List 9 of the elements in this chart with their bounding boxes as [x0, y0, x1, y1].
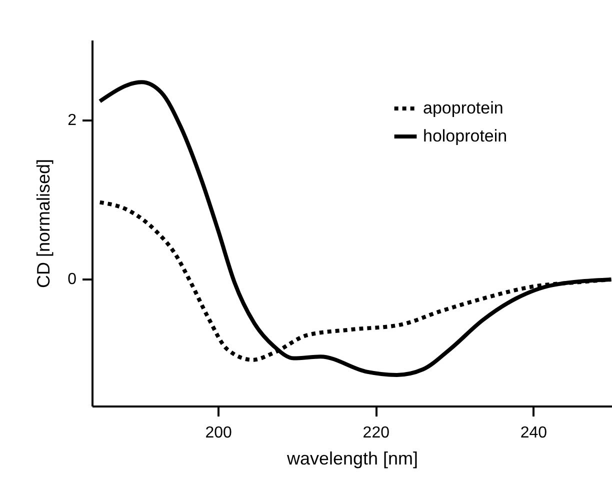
- y-axis-title: CD [normalised]: [34, 158, 54, 288]
- x-tick-label: 200: [205, 424, 232, 442]
- x-tick-label: 240: [520, 424, 548, 442]
- x-tick-label: 220: [362, 424, 390, 442]
- x-axis-title: wavelength [nm]: [286, 448, 418, 468]
- legend-label: holoprotein: [423, 126, 508, 146]
- legend-label: apoprotein: [423, 98, 504, 118]
- y-tick-label: 2: [68, 112, 77, 130]
- y-tick-label: 0: [68, 271, 77, 288]
